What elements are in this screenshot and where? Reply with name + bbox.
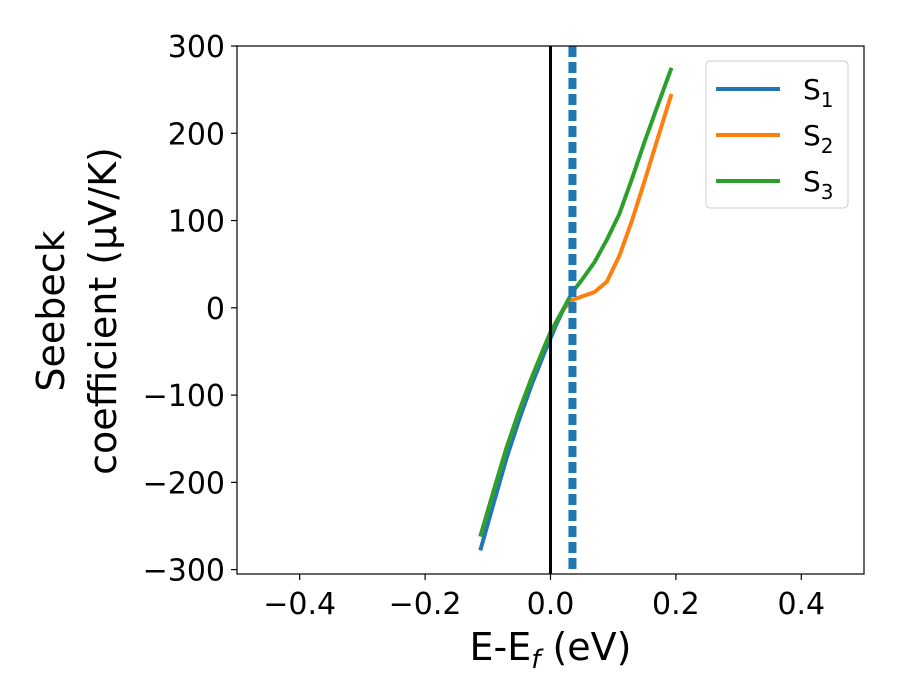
legend-label-S2: S2 — [803, 119, 834, 158]
y-axis-label-line1: Seebeck — [29, 230, 73, 391]
x-tick-label: −0.4 — [263, 587, 336, 622]
y-tick-label: −100 — [143, 379, 225, 414]
y-tick-label: 200 — [168, 117, 225, 152]
data-layer — [478, 46, 674, 574]
x-tick-label: 0.0 — [527, 587, 575, 622]
y-axis-label: Seebeck coefficient (μV/K) — [29, 147, 125, 475]
legend-label-S1: S1 — [803, 73, 834, 112]
x-tick-label: 0.4 — [777, 587, 825, 622]
y-tick-label: 300 — [168, 30, 225, 65]
y-tick-label: 0 — [206, 292, 225, 327]
ticks-layer: −0.4 −0.2 0.0 0.2 0.4 300 200 100 0 −100 −200 −300 — [143, 30, 826, 622]
series-line-S1 — [478, 298, 572, 551]
legend: S1 S2 S3 — [705, 60, 849, 209]
x-tick-label: −0.2 — [389, 587, 462, 622]
y-tick-label: −300 — [143, 554, 225, 589]
legend-label-S3: S3 — [803, 165, 834, 204]
y-tick-label: 100 — [168, 205, 225, 240]
x-axis-label: E-Ef (eV) — [470, 625, 632, 675]
y-axis-label-line2: coefficient (μV/K) — [81, 147, 125, 475]
y-tick-label: −200 — [143, 466, 225, 501]
x-tick-label: 0.2 — [652, 587, 700, 622]
legend-entries: S1 S2 S3 — [716, 73, 834, 204]
